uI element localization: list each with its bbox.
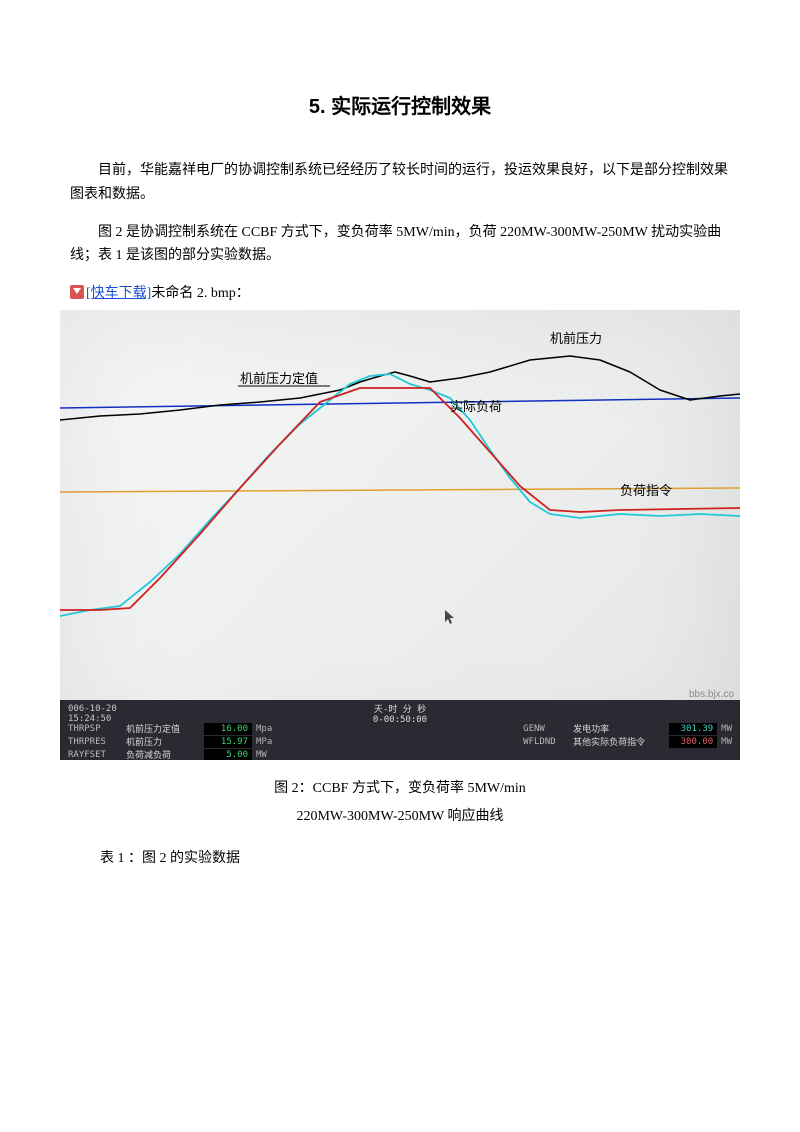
section-title: 5. 实际运行控制效果 — [70, 90, 730, 119]
chart-svg — [60, 310, 740, 700]
status-bar: 006-10-2015:24:50 天-时 分 秒0-00:50:00 THRP… — [60, 700, 740, 760]
chart-figure: 机前压力定值 机前压力 实际负荷 负荷指令 bbs.bjx.co 006-10-… — [60, 310, 740, 760]
paragraph-1: 目前，华能嘉祥电厂的协调控制系统已经经历了较长时间的运行，投运效果良好，以下是部… — [70, 159, 730, 207]
ann-press-sp: 机前压力定值 — [240, 368, 318, 387]
watermark: bbs.bjx.co — [689, 689, 734, 700]
table-title: 表 1 ：图 2 的实验数据 — [100, 847, 730, 867]
download-link[interactable]: [快车下载] — [86, 286, 151, 301]
ann-press-pv: 机前压力 — [550, 328, 602, 347]
download-icon — [70, 285, 84, 299]
ann-load-pv: 实际负荷 — [450, 396, 502, 415]
figure-caption-1: 图 2：CCBF 方式下，变负荷率 5MW/min — [70, 778, 730, 800]
download-filename: 未命名 2. bmp： — [151, 286, 249, 301]
paragraph-2: 图 2 是协调控制系统在 CCBF 方式下，变负荷率 5MW/min，负荷 22… — [70, 221, 730, 269]
ann-load-cmd: 负荷指令 — [620, 480, 672, 499]
download-line: [快车下载]未命名 2. bmp： — [70, 282, 730, 306]
cursor-icon — [445, 610, 457, 626]
figure-caption-2: 220MW-300MW-250MW 响应曲线 — [70, 806, 730, 828]
